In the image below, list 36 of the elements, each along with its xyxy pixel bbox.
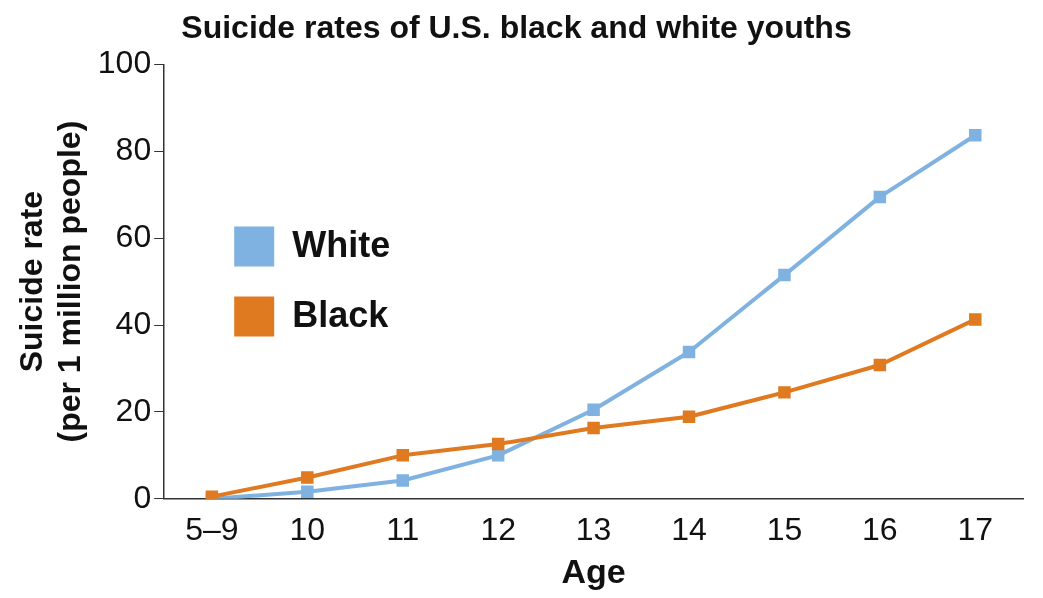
point — [682, 345, 696, 359]
legend-label: Black — [292, 293, 390, 335]
point — [587, 403, 600, 416]
point — [301, 485, 314, 499]
point — [682, 410, 696, 423]
x-tick-label: 16 — [862, 510, 898, 547]
point — [873, 358, 887, 372]
y-tick-label: 100 — [97, 44, 152, 81]
y-axis-title: Suicide rate (per 1 million people) — [13, 120, 88, 443]
x-tick-label: 10 — [289, 510, 326, 547]
legend-label: White — [292, 223, 391, 265]
point — [969, 128, 982, 142]
y-tick-label: 80 — [115, 131, 152, 168]
x-tick-label: 15 — [766, 510, 803, 547]
y-tick-label: 40 — [115, 304, 152, 341]
y-tick-label: 20 — [115, 391, 152, 428]
point — [778, 268, 791, 282]
x-tick-label: 12 — [480, 510, 516, 547]
chart-title: Suicide rates of U.S. black and white youths — [181, 9, 852, 46]
point — [396, 474, 409, 487]
y-tick-label: 0 — [133, 478, 152, 515]
point — [491, 437, 505, 451]
x-tick-label: 13 — [575, 510, 612, 547]
x-tick-label: 17 — [957, 510, 994, 547]
point — [873, 190, 887, 204]
point — [396, 449, 409, 462]
point — [301, 471, 314, 484]
y-tick-label: 60 — [115, 217, 152, 254]
x-tick-label: 5–9 — [185, 510, 239, 547]
point — [969, 313, 982, 326]
point — [491, 449, 505, 462]
x-axis-title: Age — [561, 551, 626, 590]
x-tick-label: 14 — [671, 510, 707, 547]
point — [778, 386, 791, 399]
x-tick-label: 11 — [386, 510, 420, 547]
point — [587, 421, 600, 435]
